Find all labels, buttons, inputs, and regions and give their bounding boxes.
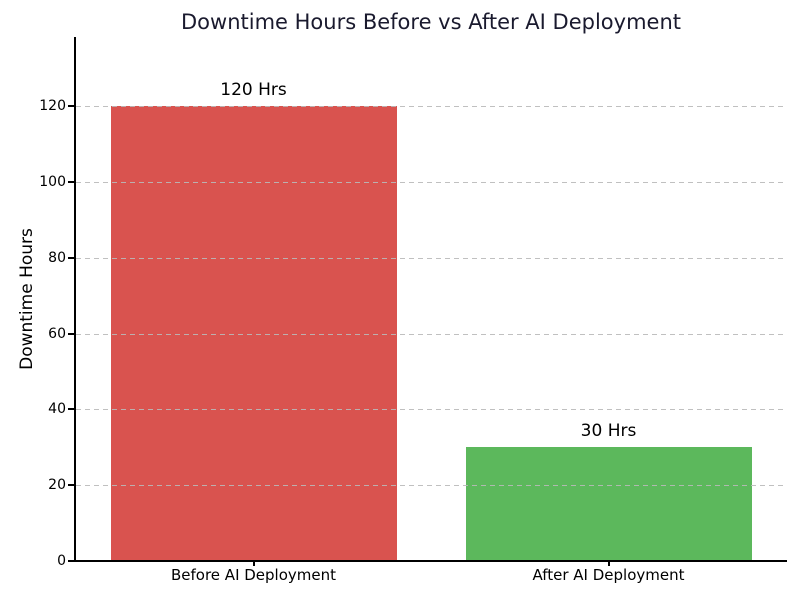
y-tick-mark [68,408,75,411]
bar-after-ai-deployment [465,447,752,561]
y-tick-mark [68,560,75,562]
gridline [76,485,787,487]
y-tick-mark [68,181,75,183]
y-tick-label: 80 [48,249,66,266]
x-tick-label-before-ai-deployment: Before AI Deployment [170,566,337,584]
y-tick-mark [68,332,75,335]
y-tick-label: 100 [39,174,66,190]
y-tick-label: 120 [39,98,66,115]
bar-value-label: 30 Hrs [580,421,637,442]
gridline [76,257,787,259]
y-tick-label: 20 [48,477,66,494]
x-axis-spine [74,560,787,562]
x-tick-mark [607,562,610,566]
x-tick-label-after-ai-deployment: After AI Deployment [532,566,685,584]
y-tick-mark [68,484,75,487]
bar-value-label: 120 Hrs [220,80,287,101]
x-tick-mark [252,562,255,566]
y-tick-mark [68,256,75,259]
gridline [76,409,787,411]
gridline [76,182,787,183]
y-tick-label: 60 [48,325,66,342]
chart-title: Downtime Hours Before vs After AI Deploy… [181,10,681,34]
gridline [76,333,787,335]
y-tick-label: 0 [57,553,66,569]
y-tick-mark [68,105,75,108]
y-axis-spine [74,37,76,562]
y-tick-label: 40 [48,401,66,418]
gridline [76,106,787,108]
